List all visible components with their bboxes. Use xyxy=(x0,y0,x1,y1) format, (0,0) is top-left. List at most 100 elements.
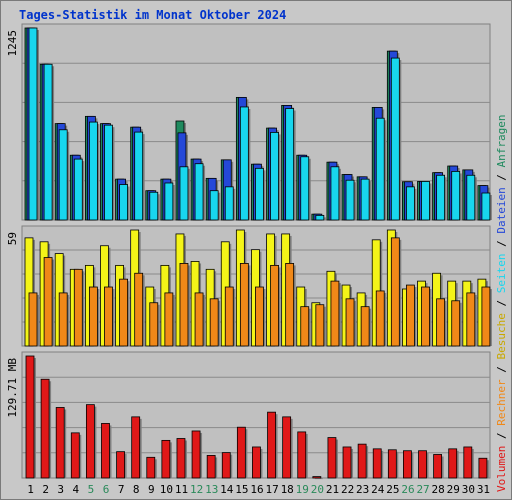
legend-entry: Seiten xyxy=(495,254,508,294)
bar-rechner xyxy=(270,264,279,347)
bar-rechner xyxy=(164,292,174,347)
bar-rechner xyxy=(194,292,204,347)
bar-rechner xyxy=(345,298,355,347)
bar-seiten xyxy=(270,132,279,221)
bar-volumen xyxy=(387,449,397,479)
bar-volumen xyxy=(55,407,65,479)
bar-rechner xyxy=(255,286,264,347)
legend-entry: Besuche xyxy=(495,313,508,359)
bar-rechner xyxy=(28,292,38,347)
bar-volumen xyxy=(221,452,231,479)
bar-volumen xyxy=(297,431,307,479)
x-tick-label: 9 xyxy=(148,483,155,496)
legend-entry: Anfragen xyxy=(495,114,508,167)
x-tick-label: 22 xyxy=(341,483,354,496)
bar-seiten xyxy=(194,163,204,221)
bar-seiten xyxy=(179,166,189,221)
bar-seiten xyxy=(88,121,98,221)
legend-separator: / xyxy=(495,426,508,446)
bar-seiten xyxy=(104,124,113,221)
bar-volumen xyxy=(116,451,125,479)
x-tick-label: 14 xyxy=(220,483,234,496)
bar-rechner xyxy=(481,286,491,347)
x-tick-label: 13 xyxy=(205,483,218,496)
bar-seiten xyxy=(73,158,83,221)
legend: Volumen / Rechner / Besuche / Seiten / D… xyxy=(495,114,508,492)
bar-seiten xyxy=(209,190,219,221)
bar-seiten xyxy=(481,192,491,221)
bar-rechner xyxy=(88,286,98,347)
bar-rechner xyxy=(58,292,68,347)
bar-volumen xyxy=(342,446,352,479)
bar-volumen xyxy=(70,432,80,479)
bar-volumen xyxy=(478,457,488,479)
bar-seiten xyxy=(436,174,446,221)
x-tick-label: 5 xyxy=(88,483,95,496)
bar-volumen xyxy=(25,355,35,479)
x-tick-label: 12 xyxy=(190,483,203,496)
bar-volumen xyxy=(206,455,216,479)
bar-seiten xyxy=(375,117,385,221)
bar-seiten xyxy=(58,129,68,221)
x-tick-label: 27 xyxy=(416,483,429,496)
bar-rechner xyxy=(375,290,385,347)
bar-seiten xyxy=(119,184,128,221)
x-tick-label: 23 xyxy=(356,483,369,496)
x-tick-label: 10 xyxy=(160,483,173,496)
bar-seiten xyxy=(164,182,174,221)
bar-rechner xyxy=(436,298,446,347)
bar-volumen-shadow xyxy=(314,478,323,480)
bar-volumen xyxy=(372,448,382,479)
legend-separator: / xyxy=(495,234,508,254)
bar-volumen xyxy=(252,446,261,479)
x-tick-label: 17 xyxy=(265,483,278,496)
bar-volumen xyxy=(418,450,427,479)
legend-entry: Dateien xyxy=(495,187,508,233)
legend-separator: / xyxy=(495,360,508,380)
x-tick-label: 29 xyxy=(447,483,460,496)
bar-seiten xyxy=(360,178,370,221)
bar-volumen xyxy=(236,426,246,479)
bar-rechner xyxy=(104,286,113,347)
y-axis-max-label: 129.71 MB xyxy=(6,358,19,418)
bar-rechner xyxy=(134,272,144,347)
bar-volumen xyxy=(433,454,443,479)
x-tick-label: 24 xyxy=(371,483,385,496)
bar-rechner xyxy=(119,278,128,347)
bar-volumen xyxy=(403,450,412,479)
bar-seiten xyxy=(451,171,461,221)
bar-rechner xyxy=(73,268,83,347)
x-tick-label: 11 xyxy=(175,483,188,496)
x-tick-label: 31 xyxy=(477,483,490,496)
bar-volumen xyxy=(357,443,367,479)
legend-entry: Rechner xyxy=(495,379,508,426)
bar-seiten xyxy=(134,131,144,221)
bar-volumen xyxy=(85,404,95,479)
x-tick-label: 18 xyxy=(281,483,294,496)
bar-volumen xyxy=(176,438,186,479)
bar-rechner xyxy=(209,298,219,347)
bar-volumen xyxy=(312,476,322,479)
bar-rechner xyxy=(43,257,53,347)
x-tick-label: 28 xyxy=(432,483,445,496)
bar-rechner xyxy=(390,237,400,347)
legend-entry: Volumen xyxy=(495,446,508,492)
bar-seiten xyxy=(466,174,476,221)
bar-rechner xyxy=(224,286,234,347)
bar-seiten xyxy=(255,167,264,221)
x-tick-label: 1 xyxy=(27,483,34,496)
bar-rechner xyxy=(421,286,430,347)
bar-seiten xyxy=(390,57,400,221)
bar-rechner xyxy=(330,280,340,347)
bar-seiten xyxy=(330,166,340,221)
bar-seiten xyxy=(149,191,159,221)
x-tick-label: 26 xyxy=(401,483,414,496)
bar-volumen xyxy=(161,439,171,479)
bar-rechner xyxy=(360,306,370,347)
chart-title: Tages-Statistik im Monat Oktober 2024 xyxy=(19,8,287,22)
x-tick-label: 25 xyxy=(386,483,399,496)
bar-rechner xyxy=(179,263,189,347)
bar-rechner xyxy=(451,300,461,347)
bar-rechner xyxy=(149,302,159,347)
